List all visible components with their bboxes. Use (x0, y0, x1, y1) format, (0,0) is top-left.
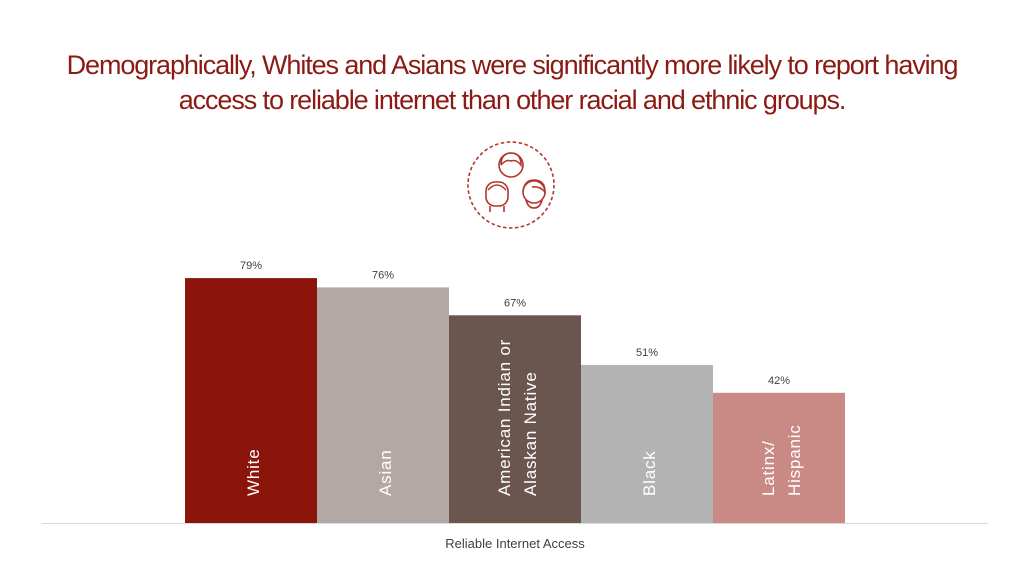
category-label-5-line-1: Latinx/ (759, 440, 778, 496)
data-label-5: 42% (768, 375, 790, 387)
category-label-4: Black (640, 450, 659, 496)
bar-4 (581, 364, 713, 523)
x-axis-title: Reliable Internet Access (445, 536, 585, 551)
category-label-1: White (244, 449, 263, 496)
bar-2 (317, 287, 449, 523)
people-group-icon (467, 141, 555, 229)
category-label-2: Asian (376, 449, 395, 496)
slide-title: Demographically, Whites and Asians were … (66, 50, 959, 115)
data-label-1: 79% (240, 260, 262, 272)
data-label-3: 67% (504, 297, 526, 309)
data-label-2: 76% (372, 269, 394, 281)
category-label-3-line-2: Alaskan Native (521, 371, 540, 496)
category-label-5-line-2: Hispanic (785, 424, 804, 496)
data-label-4: 51% (636, 347, 658, 359)
bar-1 (185, 278, 317, 523)
category-label-3-line-1: American Indian or (495, 339, 514, 496)
bar-3 (449, 315, 581, 523)
bar-5 (713, 392, 845, 523)
